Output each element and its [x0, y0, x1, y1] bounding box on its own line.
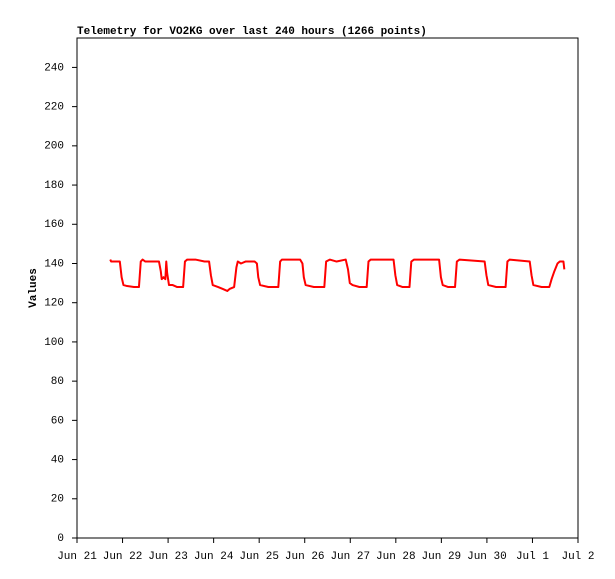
y-tick-label: 140: [44, 258, 64, 270]
y-tick-label: 200: [44, 141, 64, 153]
x-tick-label: Jun 25: [239, 551, 279, 563]
x-tick-label: Jul 2: [561, 551, 594, 563]
x-tick-label: Jul 1: [516, 551, 549, 563]
y-axis-label: Values: [28, 268, 40, 308]
y-tick-label: 100: [44, 337, 64, 349]
plot-frame: [76, 37, 579, 539]
y-tick-label: 0: [57, 533, 64, 545]
x-tick-label: Jun 23: [148, 551, 188, 563]
y-tick-label: 120: [44, 298, 64, 310]
x-tick-label: Jun 22: [103, 551, 143, 563]
y-tick-label: 240: [44, 62, 64, 74]
x-tick-label: Jun 29: [422, 551, 462, 563]
x-tick-label: Jun 30: [467, 551, 507, 563]
x-tick-label: Jun 26: [285, 551, 325, 563]
x-tick-label: Jun 28: [376, 551, 416, 563]
chart-title: Telemetry for VO2KG over last 240 hours …: [77, 26, 427, 38]
data-line: [109, 258, 566, 292]
x-tick-label: Jun 24: [194, 551, 234, 563]
y-tick-label: 20: [51, 494, 64, 506]
y-tick-label: 80: [51, 376, 64, 388]
y-tick-label: 40: [51, 454, 64, 466]
y-tick-label: 220: [44, 102, 64, 114]
y-tick-label: 60: [51, 415, 64, 427]
x-tick-label: Jun 21: [57, 551, 97, 563]
y-tick-label: 160: [44, 219, 64, 231]
x-tick-label: Jun 27: [330, 551, 370, 563]
y-tick-label: 180: [44, 180, 64, 192]
